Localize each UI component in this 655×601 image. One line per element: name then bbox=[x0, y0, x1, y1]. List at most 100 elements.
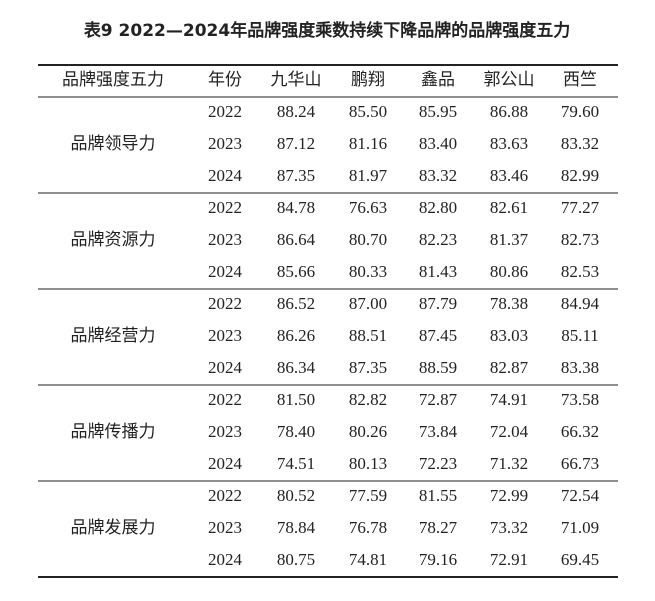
cell: 81.37 bbox=[490, 230, 529, 249]
cell: 82.80 bbox=[419, 198, 457, 217]
cell: 2022 bbox=[208, 102, 242, 121]
cell: 74.51 bbox=[277, 454, 315, 473]
cell: 2022 bbox=[208, 390, 242, 409]
header-cell: 九华山 bbox=[271, 70, 322, 89]
cell: 2022 bbox=[208, 486, 242, 505]
cell: 2022 bbox=[208, 294, 242, 313]
cell: 74.81 bbox=[349, 550, 387, 569]
cell: 72.54 bbox=[561, 486, 600, 505]
cell: 80.26 bbox=[349, 422, 387, 441]
cell: 80.70 bbox=[349, 230, 387, 249]
cell: 78.84 bbox=[277, 518, 316, 537]
group-name: 品牌领导力 bbox=[71, 134, 156, 153]
cell: 83.32 bbox=[419, 166, 457, 185]
table-title: 表9 2022—2024年品牌强度乘数持续下降品牌的品牌强度五力 bbox=[84, 20, 570, 41]
cell: 87.35 bbox=[277, 166, 315, 185]
cell: 86.52 bbox=[277, 294, 315, 313]
cell: 72.99 bbox=[490, 486, 528, 505]
cell: 86.26 bbox=[277, 326, 315, 345]
cell: 2024 bbox=[208, 166, 243, 185]
cell: 78.38 bbox=[490, 294, 528, 313]
cell: 88.51 bbox=[349, 326, 387, 345]
cell: 80.13 bbox=[349, 454, 387, 473]
cell: 2023 bbox=[208, 134, 242, 153]
header-cell: 西竺 bbox=[563, 70, 597, 89]
cell: 73.32 bbox=[490, 518, 528, 537]
cell: 83.46 bbox=[490, 166, 528, 185]
cell: 81.50 bbox=[277, 390, 315, 409]
cell: 84.78 bbox=[277, 198, 315, 217]
cell: 73.84 bbox=[419, 422, 458, 441]
header-cell: 鹏翔 bbox=[351, 70, 385, 89]
cell: 66.32 bbox=[561, 422, 599, 441]
cell: 72.23 bbox=[419, 454, 457, 473]
cell: 2022 bbox=[208, 198, 242, 217]
cell: 80.33 bbox=[349, 262, 387, 281]
cell: 2024 bbox=[208, 262, 243, 281]
cell: 79.16 bbox=[419, 550, 457, 569]
cell: 87.79 bbox=[419, 294, 457, 313]
group-name: 品牌传播力 bbox=[71, 422, 156, 441]
header-cell: 郭公山 bbox=[484, 70, 535, 89]
cell: 79.60 bbox=[561, 102, 599, 121]
cell: 2023 bbox=[208, 326, 242, 345]
cell: 82.61 bbox=[490, 198, 528, 217]
cell: 2023 bbox=[208, 422, 242, 441]
cell: 72.87 bbox=[419, 390, 458, 409]
cell: 83.38 bbox=[561, 358, 599, 377]
group-name: 品牌资源力 bbox=[71, 230, 156, 249]
cell: 2024 bbox=[208, 358, 243, 377]
cell: 2024 bbox=[208, 550, 243, 569]
cell: 2023 bbox=[208, 518, 242, 537]
cell: 2024 bbox=[208, 454, 243, 473]
cell: 83.32 bbox=[561, 134, 599, 153]
cell: 73.58 bbox=[561, 390, 599, 409]
cell: 86.88 bbox=[490, 102, 528, 121]
cell: 82.82 bbox=[349, 390, 387, 409]
cell: 80.52 bbox=[277, 486, 315, 505]
cell: 74.91 bbox=[490, 390, 528, 409]
cell: 82.53 bbox=[561, 262, 599, 281]
cell: 72.91 bbox=[490, 550, 528, 569]
cell: 78.40 bbox=[277, 422, 315, 441]
cell: 87.45 bbox=[419, 326, 457, 345]
cell: 82.23 bbox=[419, 230, 457, 249]
cell: 81.16 bbox=[349, 134, 387, 153]
cell: 81.97 bbox=[349, 166, 388, 185]
cell: 78.27 bbox=[419, 518, 458, 537]
cell: 84.94 bbox=[561, 294, 600, 313]
cell: 71.32 bbox=[490, 454, 528, 473]
cell: 83.40 bbox=[419, 134, 457, 153]
cell: 71.09 bbox=[561, 518, 599, 537]
cell: 83.03 bbox=[490, 326, 528, 345]
cell: 86.64 bbox=[277, 230, 316, 249]
cell: 66.73 bbox=[561, 454, 599, 473]
cell: 87.35 bbox=[349, 358, 387, 377]
cell: 82.87 bbox=[490, 358, 529, 377]
cell: 81.55 bbox=[419, 486, 457, 505]
cell: 88.59 bbox=[419, 358, 457, 377]
header-cell: 年份 bbox=[208, 70, 242, 89]
cell: 85.11 bbox=[561, 326, 599, 345]
cell: 77.27 bbox=[561, 198, 600, 217]
header-cell: 鑫品 bbox=[421, 70, 455, 89]
header-cell: 品牌强度五力 bbox=[62, 70, 164, 89]
cell: 86.34 bbox=[277, 358, 316, 377]
cell: 85.95 bbox=[419, 102, 457, 121]
group-name: 品牌发展力 bbox=[71, 518, 156, 537]
cell: 83.63 bbox=[490, 134, 528, 153]
cell: 85.50 bbox=[349, 102, 387, 121]
cell: 76.78 bbox=[349, 518, 387, 537]
cell: 81.43 bbox=[419, 262, 457, 281]
cell: 80.75 bbox=[277, 550, 315, 569]
cell: 85.66 bbox=[277, 262, 315, 281]
cell: 69.45 bbox=[561, 550, 599, 569]
cell: 82.99 bbox=[561, 166, 599, 185]
cell: 88.24 bbox=[277, 102, 316, 121]
cell: 87.00 bbox=[349, 294, 387, 313]
group-name: 品牌经营力 bbox=[71, 326, 156, 345]
cell: 80.86 bbox=[490, 262, 528, 281]
cell: 2023 bbox=[208, 230, 242, 249]
cell: 87.12 bbox=[277, 134, 315, 153]
